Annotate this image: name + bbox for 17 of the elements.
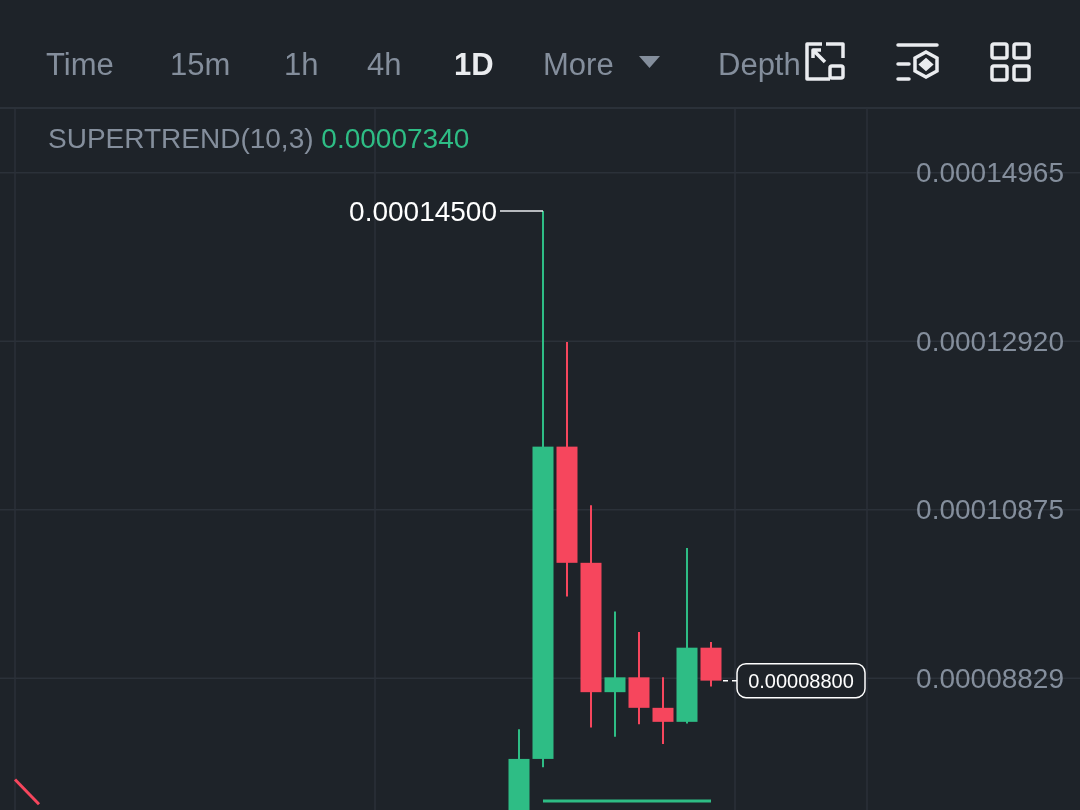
text: 1D [454,47,494,82]
y-tick-label: 0.00008829 [916,663,1064,695]
candlestick [604,610,626,738]
candlestick [652,676,674,746]
annotation: 0.00007340 [313,123,470,154]
text: 15m [170,47,231,82]
annotation: 0.00014500 [349,195,497,227]
text: 4h [367,47,402,82]
y-tick-label: 0.00010875 [916,494,1064,526]
y-tick-label: 0.00014965 [916,157,1064,189]
text: 1h [284,47,319,82]
text: Depth [718,47,801,82]
annotation: SUPERTREND(10,3) [48,123,314,154]
text: Time [46,47,114,82]
ref-line-label: 0.00008800 [748,669,854,692]
text: More [543,47,614,82]
y-tick-label: 0.00012920 [916,325,1064,357]
